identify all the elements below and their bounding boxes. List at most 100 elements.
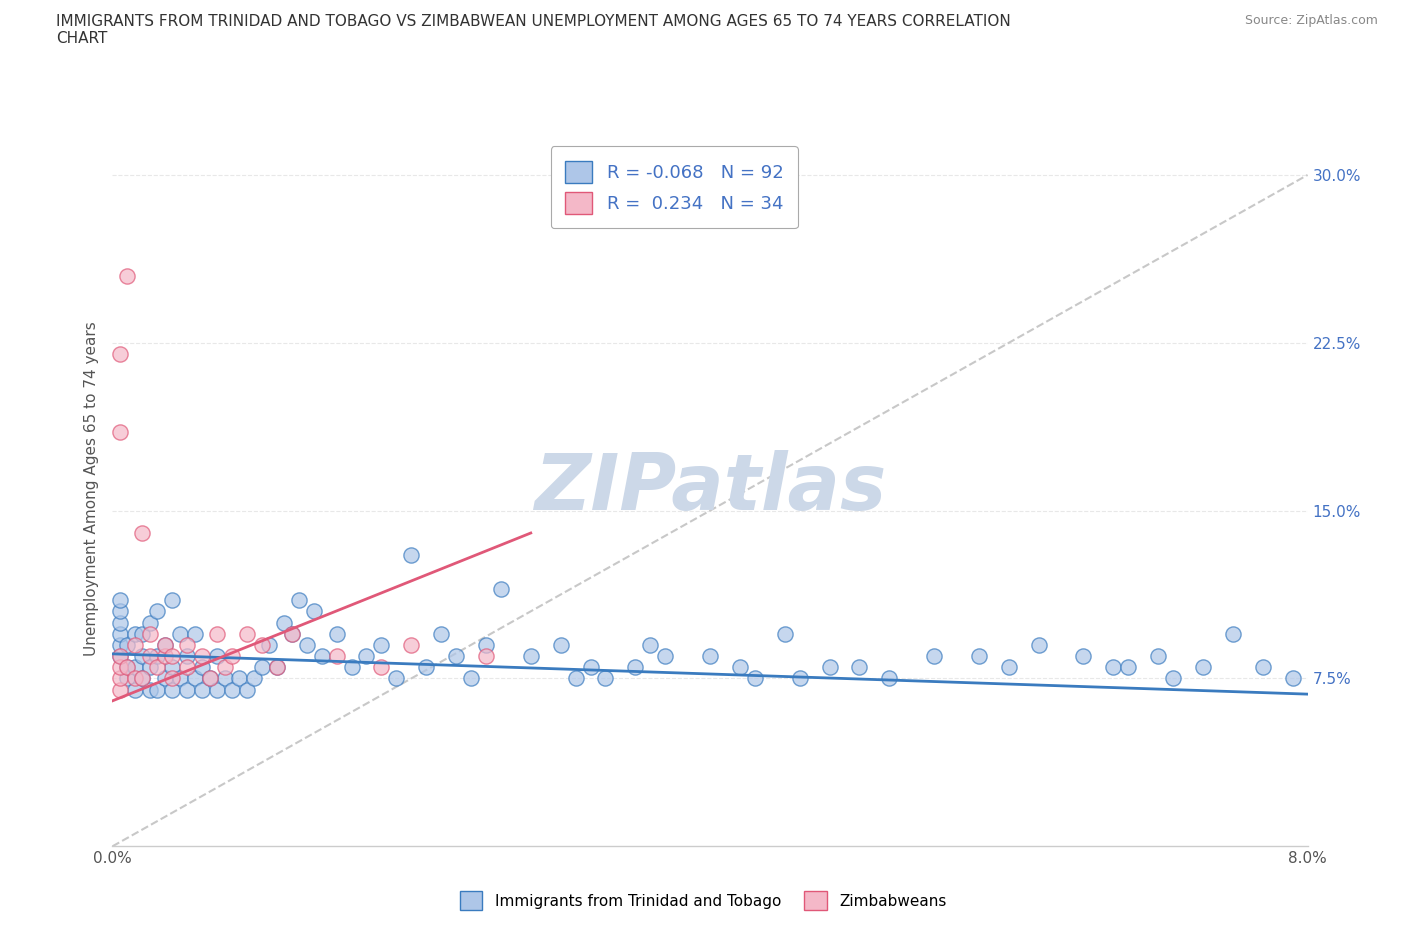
Legend: R = -0.068   N = 92, R =  0.234   N = 34: R = -0.068 N = 92, R = 0.234 N = 34: [551, 146, 797, 229]
Point: [1102, 660, 1125, 675]
Point: [1251, 660, 1274, 675]
Point: [266, 660, 288, 675]
Point: [228, 671, 250, 686]
Point: [325, 648, 347, 663]
Point: [744, 671, 766, 686]
Point: [1073, 648, 1095, 663]
Point: [139, 648, 162, 663]
Point: [259, 637, 281, 652]
Point: [108, 683, 131, 698]
Point: [1281, 671, 1303, 686]
Point: [1118, 660, 1140, 675]
Point: [922, 648, 945, 663]
Point: [640, 637, 662, 652]
Point: [1028, 637, 1050, 652]
Point: [131, 671, 153, 686]
Text: ZIPatlas: ZIPatlas: [534, 450, 886, 526]
Text: Source: ZipAtlas.com: Source: ZipAtlas.com: [1244, 14, 1378, 27]
Legend: Immigrants from Trinidad and Tobago, Zimbabweans: Immigrants from Trinidad and Tobago, Zim…: [451, 884, 955, 918]
Point: [475, 637, 498, 652]
Point: [401, 637, 423, 652]
Point: [108, 347, 131, 362]
Point: [139, 683, 162, 698]
Point: [205, 648, 228, 663]
Point: [131, 626, 153, 641]
Point: [1192, 660, 1215, 675]
Point: [146, 604, 169, 618]
Point: [131, 671, 153, 686]
Point: [214, 671, 236, 686]
Point: [967, 648, 990, 663]
Point: [108, 648, 131, 663]
Point: [108, 592, 131, 607]
Point: [250, 660, 273, 675]
Point: [789, 671, 811, 686]
Point: [124, 626, 146, 641]
Point: [162, 592, 183, 607]
Y-axis label: Unemployment Among Ages 65 to 74 years: Unemployment Among Ages 65 to 74 years: [83, 321, 98, 656]
Point: [198, 671, 221, 686]
Point: [198, 671, 221, 686]
Text: IMMIGRANTS FROM TRINIDAD AND TOBAGO VS ZIMBABWEAN UNEMPLOYMENT AMONG AGES 65 TO : IMMIGRANTS FROM TRINIDAD AND TOBAGO VS Z…: [56, 14, 1011, 46]
Point: [131, 525, 153, 540]
Point: [124, 671, 146, 686]
Point: [1222, 626, 1244, 641]
Point: [191, 660, 214, 675]
Point: [288, 592, 311, 607]
Point: [108, 604, 131, 618]
Point: [124, 683, 146, 698]
Point: [117, 660, 139, 675]
Point: [153, 637, 176, 652]
Point: [108, 615, 131, 630]
Point: [699, 648, 721, 663]
Point: [162, 648, 183, 663]
Point: [153, 637, 176, 652]
Point: [281, 626, 304, 641]
Point: [302, 604, 325, 618]
Point: [153, 671, 176, 686]
Point: [624, 660, 647, 675]
Point: [773, 626, 796, 641]
Point: [176, 660, 198, 675]
Point: [654, 648, 676, 663]
Point: [370, 660, 392, 675]
Point: [169, 671, 191, 686]
Point: [325, 626, 347, 641]
Point: [340, 660, 363, 675]
Point: [139, 615, 162, 630]
Point: [243, 671, 266, 686]
Point: [108, 637, 131, 652]
Point: [879, 671, 901, 686]
Point: [176, 683, 198, 698]
Point: [124, 660, 146, 675]
Point: [221, 648, 243, 663]
Point: [236, 683, 259, 698]
Point: [176, 648, 198, 663]
Point: [236, 626, 259, 641]
Point: [475, 648, 498, 663]
Point: [401, 548, 423, 563]
Point: [848, 660, 870, 675]
Point: [214, 660, 236, 675]
Point: [1147, 648, 1170, 663]
Point: [415, 660, 437, 675]
Point: [124, 637, 146, 652]
Point: [385, 671, 408, 686]
Point: [162, 671, 183, 686]
Point: [579, 660, 602, 675]
Point: [295, 637, 318, 652]
Point: [444, 648, 467, 663]
Point: [183, 626, 205, 641]
Point: [117, 660, 139, 675]
Point: [162, 660, 183, 675]
Point: [108, 660, 131, 675]
Point: [205, 683, 228, 698]
Point: [108, 425, 131, 440]
Point: [520, 648, 543, 663]
Point: [162, 683, 183, 698]
Point: [221, 683, 243, 698]
Point: [176, 637, 198, 652]
Point: [117, 671, 139, 686]
Point: [489, 581, 512, 596]
Point: [998, 660, 1021, 675]
